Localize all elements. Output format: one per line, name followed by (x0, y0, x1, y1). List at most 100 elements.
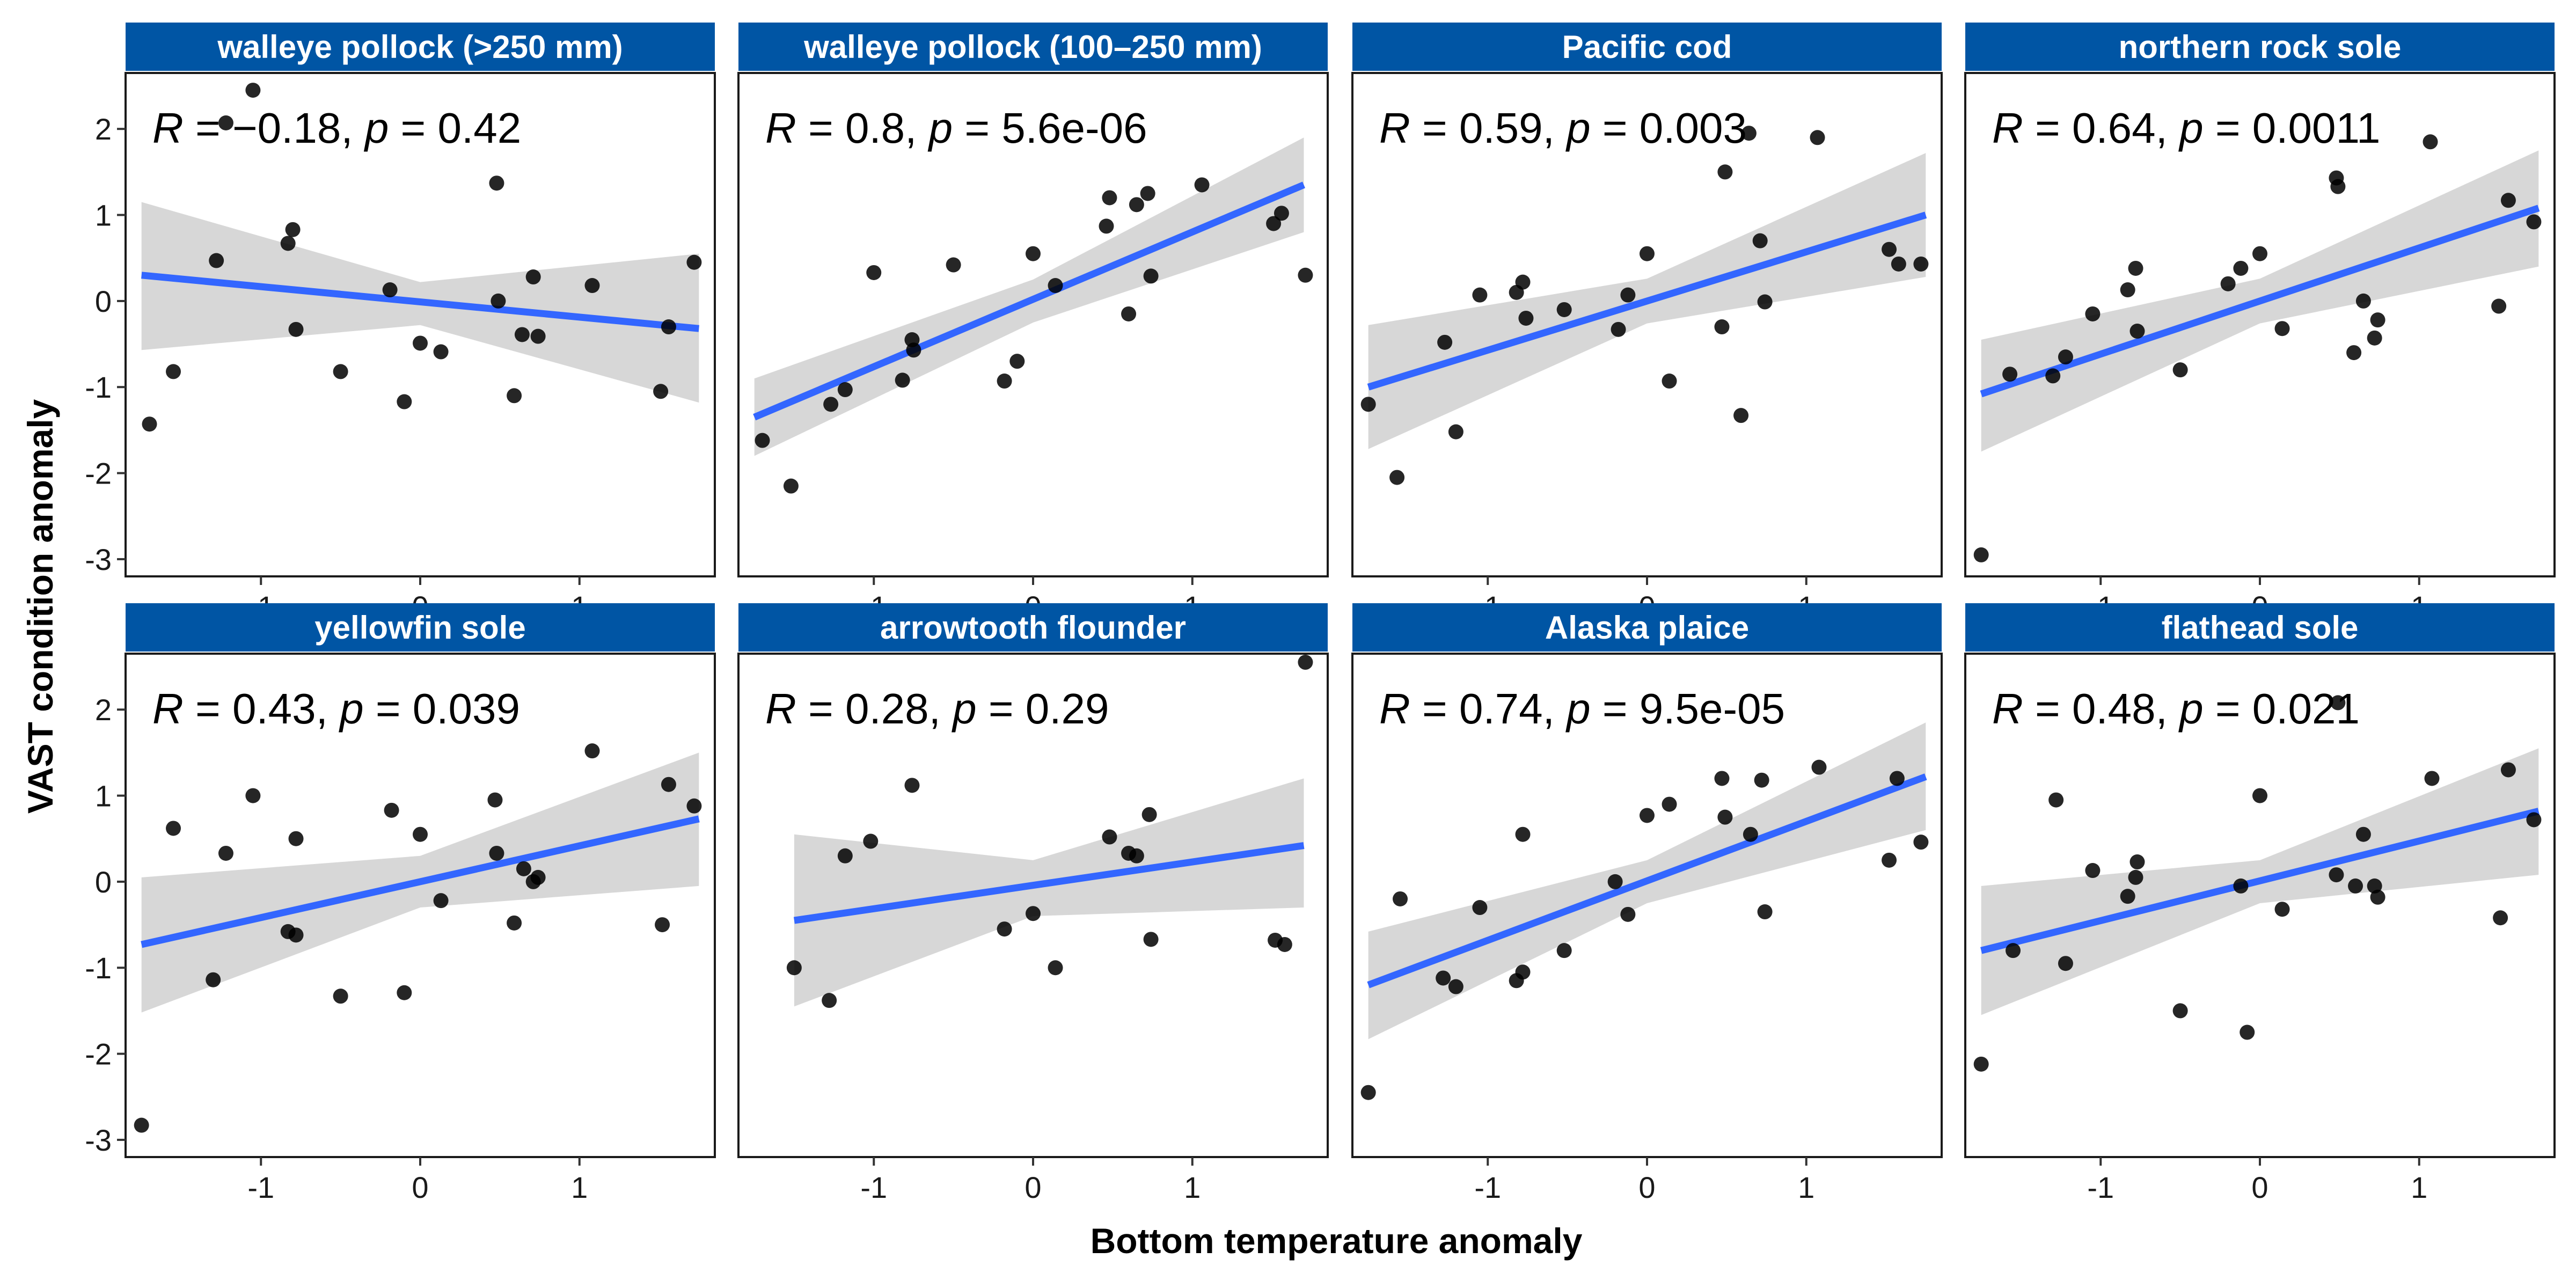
data-point (209, 253, 224, 268)
data-point (1973, 547, 1989, 562)
facet-title: northern rock sole (2119, 29, 2402, 65)
data-point (1194, 177, 1210, 193)
annotation-r-text: = 0.28, (796, 685, 953, 733)
data-point (2233, 878, 2249, 894)
data-point (1143, 932, 1159, 947)
correlation-annotation: R = 0.59, p = 0.003 (1379, 104, 1747, 152)
data-point (530, 328, 546, 344)
data-point (1102, 190, 1117, 206)
data-point (904, 778, 920, 793)
data-point (1620, 906, 1636, 922)
data-point (584, 278, 600, 294)
y-tick-label: -1 (85, 951, 112, 985)
annotation-p-label: p (364, 104, 389, 152)
annotation-r-label: R (765, 104, 796, 152)
facet-panel: Alaska plaice R = 0.74, p = 9.5e-05 -1 0 1 (1351, 603, 1943, 1204)
data-point (1448, 979, 1463, 994)
y-tick-label: 2 (95, 112, 112, 146)
correlation-annotation: R = 0.43, p = 0.039 (152, 685, 520, 733)
data-point (2330, 695, 2346, 711)
annotation-r-label: R (1379, 685, 1410, 733)
data-point (1389, 470, 1405, 485)
data-point (1277, 936, 1292, 952)
data-point (384, 802, 399, 818)
regression-line (141, 815, 700, 948)
data-point (333, 989, 348, 1004)
data-point (2085, 863, 2101, 879)
regression-line (793, 842, 1305, 924)
facet-panel: arrowtooth flounder R = 0.28, p = 0.29 -1 0… (737, 603, 1329, 1204)
y-tick-label: -2 (85, 1037, 112, 1071)
data-point (1913, 835, 1929, 850)
data-point (906, 342, 921, 358)
annotation-r-text: = 0.74, (1410, 685, 1567, 733)
data-point (653, 384, 669, 399)
x-tick-label: -1 (1474, 1170, 1501, 1204)
data-point (2120, 889, 2135, 904)
data-point (686, 254, 702, 270)
data-point (2045, 368, 2061, 384)
data-point (1620, 287, 1636, 303)
facet-title: walleye pollock (>250 mm) (217, 29, 623, 65)
data-point (245, 83, 261, 98)
data-point (514, 327, 530, 342)
data-point (413, 335, 428, 351)
data-point (2002, 367, 2018, 382)
data-point (2048, 792, 2064, 808)
data-point (166, 821, 181, 836)
data-point (397, 985, 412, 1000)
data-point (2346, 345, 2362, 361)
data-point (1009, 354, 1025, 369)
data-point (1026, 906, 1041, 921)
data-point (1515, 274, 1531, 290)
y-tick-label: 2 (95, 693, 112, 727)
x-axis-title: Bottom temperature anomaly (1091, 1221, 1583, 1261)
data-point (2491, 298, 2507, 314)
data-point (863, 833, 879, 849)
data-point (2006, 943, 2021, 958)
regression-line (1980, 204, 2540, 398)
correlation-annotation: R = 0.48, p = 0.021 (1992, 685, 2360, 733)
data-point (413, 826, 428, 842)
correlation-annotation: R = 0.74, p = 9.5e-05 (1379, 685, 1785, 733)
data-point (285, 222, 301, 237)
data-point (1121, 306, 1137, 321)
data-point (507, 915, 522, 931)
data-point (1556, 302, 1572, 317)
data-point (1143, 268, 1159, 284)
y-tick-label: -3 (85, 1123, 112, 1157)
y-tick-label: -1 (85, 370, 112, 404)
facet-panels: walleye pollock (>250 mm) R = −0.18, p = … (85, 23, 2556, 1204)
x-tick-label: 1 (1184, 1170, 1201, 1204)
annotation-r-label: R (1992, 685, 2023, 733)
annotation-p-label: p (952, 685, 977, 733)
data-point (1393, 891, 1408, 906)
regression-line (753, 181, 1306, 421)
data-point (489, 845, 504, 861)
annotation-p-text: = 0.29 (977, 685, 1109, 733)
data-point (1556, 943, 1572, 958)
data-point (333, 364, 348, 379)
data-point (1752, 233, 1768, 248)
correlation-annotation: R = 0.64, p = 0.0011 (1992, 104, 2381, 152)
data-point (866, 265, 882, 280)
data-point (1298, 655, 1313, 670)
annotation-r-text: = 0.8, (796, 104, 929, 152)
data-point (837, 382, 853, 398)
data-point (1129, 848, 1144, 863)
data-point (491, 293, 506, 309)
y-tick-label: -3 (85, 543, 112, 576)
data-point (1973, 1056, 1989, 1072)
data-point (2355, 293, 2371, 309)
regression-line (1367, 773, 1927, 989)
data-point (530, 869, 546, 885)
data-point (1882, 852, 1897, 868)
data-point (2370, 889, 2385, 905)
annotation-p-text: = 0.0011 (2204, 104, 2381, 152)
data-point (507, 388, 522, 404)
data-point (2423, 134, 2438, 150)
annotation-r-text: = 0.59, (1410, 104, 1567, 152)
annotation-p-label: p (339, 685, 364, 733)
data-point (2129, 854, 2145, 870)
